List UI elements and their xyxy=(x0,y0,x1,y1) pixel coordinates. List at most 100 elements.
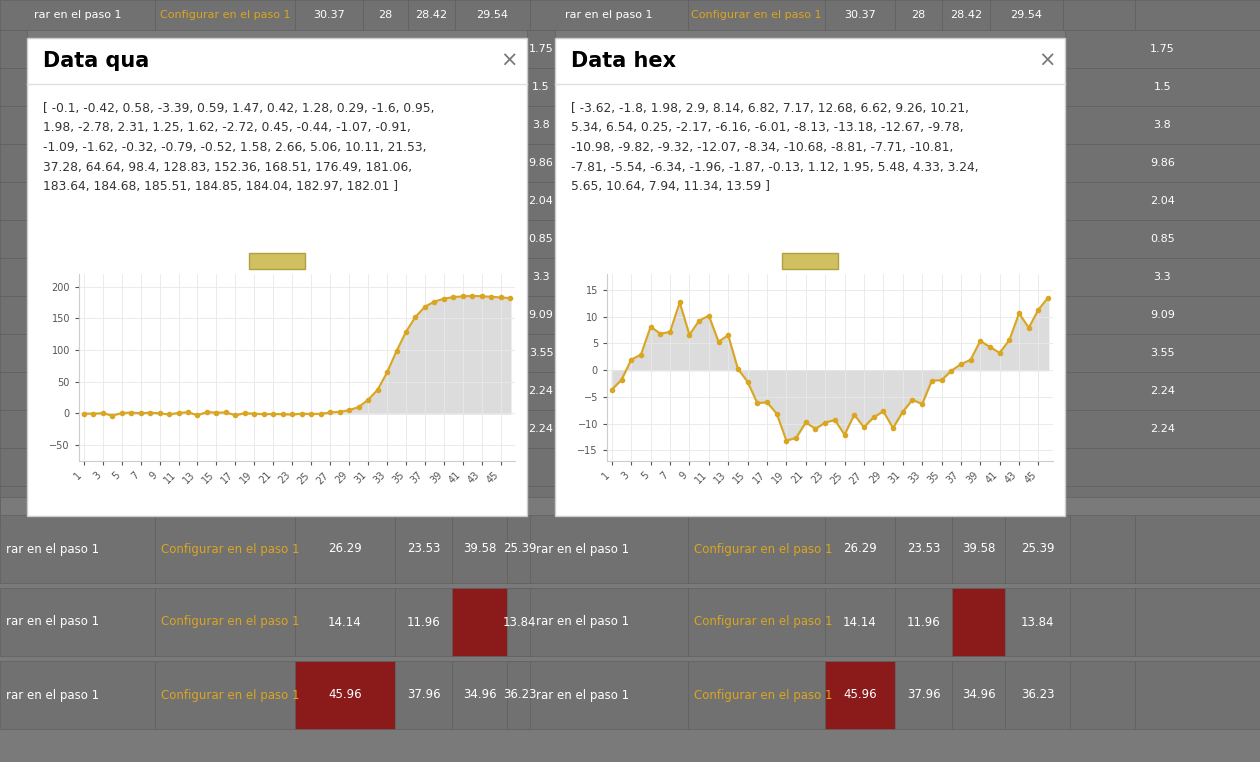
Bar xyxy=(1065,258,1260,296)
Text: 2.24: 2.24 xyxy=(1150,424,1176,434)
Bar xyxy=(1065,144,1260,182)
Bar xyxy=(1005,661,1070,729)
Bar xyxy=(0,497,1260,516)
Bar xyxy=(527,220,554,258)
Bar xyxy=(953,661,1005,729)
Bar xyxy=(1063,0,1135,30)
Bar xyxy=(0,144,26,182)
Bar xyxy=(527,334,554,372)
Bar xyxy=(527,30,554,68)
Text: 9.09: 9.09 xyxy=(528,310,553,320)
Bar xyxy=(527,182,554,220)
Bar xyxy=(1070,661,1135,729)
Bar xyxy=(0,410,26,448)
Text: Configurar en el paso 1: Configurar en el paso 1 xyxy=(694,543,833,555)
Text: 28: 28 xyxy=(378,10,393,20)
Bar xyxy=(1065,296,1260,334)
Bar xyxy=(452,515,507,583)
Text: rar en el paso 1: rar en el paso 1 xyxy=(536,543,629,555)
Bar xyxy=(0,220,26,258)
Bar xyxy=(942,0,990,30)
Text: 9.09: 9.09 xyxy=(1150,310,1174,320)
Text: 0.85: 0.85 xyxy=(529,234,553,244)
Text: 14.14: 14.14 xyxy=(328,616,362,629)
Text: 9.86: 9.86 xyxy=(1150,158,1174,168)
Text: Data qua: Data qua xyxy=(43,51,149,71)
Text: 25.39: 25.39 xyxy=(1021,543,1055,555)
Text: 11.96: 11.96 xyxy=(907,616,940,629)
Text: Configurar en el paso 1: Configurar en el paso 1 xyxy=(161,543,300,555)
Bar xyxy=(1065,448,1260,486)
Text: 29.54: 29.54 xyxy=(1011,10,1042,20)
Text: 3.55: 3.55 xyxy=(529,348,553,358)
Text: 11.96: 11.96 xyxy=(407,616,441,629)
Bar xyxy=(249,253,305,269)
Text: rar en el paso 1: rar en el paso 1 xyxy=(536,616,629,629)
Bar xyxy=(295,588,394,656)
Text: 26.29: 26.29 xyxy=(328,543,362,555)
Bar xyxy=(825,515,895,583)
Bar xyxy=(953,588,1005,656)
Bar xyxy=(527,410,554,448)
Bar xyxy=(155,0,295,30)
Text: Data hex: Data hex xyxy=(571,51,677,71)
Text: Configurar en el paso 1: Configurar en el paso 1 xyxy=(694,616,833,629)
Bar xyxy=(530,0,688,30)
Bar xyxy=(408,0,455,30)
Bar xyxy=(1065,106,1260,144)
Bar xyxy=(26,38,527,516)
Text: 1.5: 1.5 xyxy=(532,82,549,92)
Bar xyxy=(1005,515,1070,583)
Text: 45.96: 45.96 xyxy=(843,689,877,702)
Bar xyxy=(1070,515,1135,583)
Text: 28: 28 xyxy=(911,10,926,20)
Bar xyxy=(953,515,1005,583)
Bar xyxy=(0,296,26,334)
Bar xyxy=(527,68,554,106)
Text: rar en el paso 1: rar en el paso 1 xyxy=(6,543,100,555)
Text: 23.53: 23.53 xyxy=(907,543,940,555)
Bar xyxy=(1135,0,1260,30)
Bar xyxy=(527,448,554,486)
Bar xyxy=(295,515,394,583)
Bar xyxy=(507,515,532,583)
Text: 13.84: 13.84 xyxy=(1021,616,1055,629)
Text: Configurar en el paso 1: Configurar en el paso 1 xyxy=(692,10,822,20)
Text: 2.04: 2.04 xyxy=(528,196,553,206)
Text: 2.24: 2.24 xyxy=(528,424,553,434)
Text: rar en el paso 1: rar en el paso 1 xyxy=(536,689,629,702)
Bar xyxy=(507,588,532,656)
Bar xyxy=(295,0,363,30)
Text: 29.54: 29.54 xyxy=(476,10,509,20)
Bar xyxy=(363,0,408,30)
Text: rar en el paso 1: rar en el paso 1 xyxy=(566,10,653,20)
Bar xyxy=(825,588,895,656)
Bar xyxy=(0,486,26,524)
Bar xyxy=(394,661,452,729)
Text: 0.85: 0.85 xyxy=(1150,234,1174,244)
Bar xyxy=(0,372,26,410)
Bar xyxy=(895,588,953,656)
Bar xyxy=(452,588,507,656)
Bar xyxy=(530,661,688,729)
Text: [ -3.62, -1.8, 1.98, 2.9, 8.14, 6.82, 7.17, 12.68, 6.62, 9.26, 10.21,
5.34, 6.54: [ -3.62, -1.8, 1.98, 2.9, 8.14, 6.82, 7.… xyxy=(571,102,979,193)
Bar xyxy=(1065,68,1260,106)
Text: 36.23: 36.23 xyxy=(503,689,537,702)
Bar xyxy=(527,106,554,144)
Bar xyxy=(507,515,532,583)
Text: 36.23: 36.23 xyxy=(1021,689,1055,702)
Bar xyxy=(527,486,554,524)
Text: 23.53: 23.53 xyxy=(407,543,440,555)
Bar xyxy=(527,296,554,334)
Text: 2.24: 2.24 xyxy=(1150,386,1176,396)
Text: Configurar en el paso 1: Configurar en el paso 1 xyxy=(161,689,300,702)
Bar xyxy=(688,661,825,729)
Bar xyxy=(1065,30,1260,68)
Text: rar en el paso 1: rar en el paso 1 xyxy=(6,689,100,702)
Bar xyxy=(0,661,155,729)
Text: [ -0.1, -0.42, 0.58, -3.39, 0.59, 1.47, 0.42, 1.28, 0.29, -1.6, 0.95,
1.98, -2.7: [ -0.1, -0.42, 0.58, -3.39, 0.59, 1.47, … xyxy=(43,102,435,193)
Bar xyxy=(895,661,953,729)
Bar xyxy=(1070,588,1135,656)
Bar xyxy=(155,588,295,656)
Bar xyxy=(0,68,26,106)
